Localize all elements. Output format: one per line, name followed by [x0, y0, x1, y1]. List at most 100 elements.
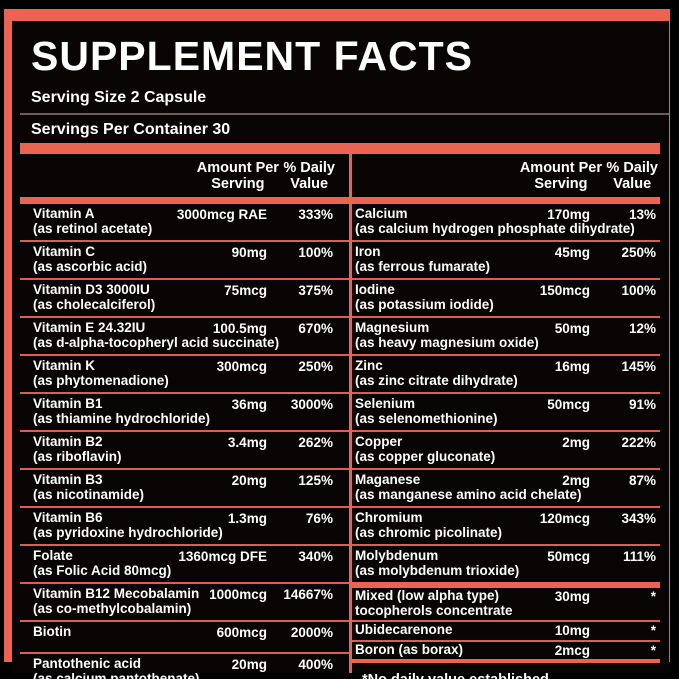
- daily-value-percent: 333%: [298, 207, 333, 222]
- table-row: 45mg 250% Iron (as ferrous fumarate): [351, 240, 660, 278]
- daily-value-percent: 100%: [298, 245, 333, 260]
- nutrient-source: (as chromic picolinate): [354, 524, 502, 540]
- amount-value: 20mg: [231, 657, 267, 672]
- daily-value-percent: 400%: [298, 657, 333, 672]
- table-row: 600mcg 2000% Biotin: [20, 620, 349, 652]
- amount-value: 20mg: [231, 473, 267, 488]
- table-row: 90mg 100% Vitamin C (as ascorbic acid): [20, 240, 349, 278]
- nutrient-name: Copper: [354, 434, 403, 449]
- nutrient-name: Vitamin B3: [33, 472, 103, 487]
- nutrient-name: Vitamin B2: [33, 434, 103, 449]
- daily-value-header: % Daily Value: [606, 160, 658, 192]
- daily-value-percent: 91%: [628, 397, 656, 412]
- nutrient-name: Biotin: [33, 624, 72, 639]
- amount-value: 170mg: [547, 207, 590, 222]
- nutrient-name: Mixed (low alpha type): [354, 588, 499, 603]
- header-line: Amount Per: [196, 160, 279, 176]
- daily-value-percent: 111%: [622, 549, 656, 564]
- nutrient-source: (as potassium iodide): [354, 296, 494, 312]
- amount-value: 100.5mg: [212, 321, 267, 336]
- table-row: 100.5mg 670% Vitamin E 24.32IU (as d-alp…: [20, 316, 349, 354]
- amount-value: 50mcg: [547, 397, 590, 412]
- nutrient-name: Calcium: [354, 206, 408, 221]
- table-row: 3.4mg 262% Vitamin B2 (as riboflavin): [20, 430, 349, 468]
- table-row: 36mg 3000% Vitamin B1 (as thiamine hydro…: [20, 392, 349, 430]
- left-column: Amount Per Serving % Daily Value 3000mcg…: [20, 154, 349, 679]
- nutrient-name: Zinc: [354, 358, 383, 373]
- daily-value-percent: 145%: [621, 359, 656, 374]
- amount-value: 1000mcg: [209, 587, 267, 602]
- amount-per-serving-header: Amount Per Serving: [520, 160, 602, 192]
- label-panel: SUPPLEMENT FACTS Serving Size 2 Capsule …: [12, 21, 669, 679]
- amount-value: 2mg: [562, 473, 590, 488]
- table-row: 150mcg 100% Iodine (as potassium iodide): [351, 278, 660, 316]
- footnote: *No daily value established: [362, 672, 660, 679]
- right-rows: 170mg 13% Calcium (as calcium hydrogen p…: [351, 204, 660, 582]
- nutrient-source: (as riboflavin): [33, 448, 122, 464]
- daily-value-percent: 343%: [621, 511, 656, 526]
- amount-value: 36mg: [231, 397, 267, 412]
- nutrient-source: (as retinol acetate): [33, 220, 153, 236]
- nutrient-source: (as ferrous fumarate): [354, 258, 490, 274]
- amount-value: 2mg: [562, 435, 590, 450]
- daily-value-percent: 340%: [298, 549, 333, 564]
- nutrient-name-line2: tocopherols concentrate: [354, 602, 513, 618]
- nutrient-source: (as ascorbic acid): [33, 258, 148, 274]
- amount-per-serving-header: Amount Per Serving: [197, 160, 279, 192]
- daily-value-percent: 14667%: [283, 587, 333, 602]
- amount-value: 50mcg: [547, 549, 590, 564]
- daily-value-percent: 12%: [628, 321, 656, 336]
- daily-value-percent: 100%: [621, 283, 656, 298]
- nutrient-name: Magnesium: [354, 320, 430, 335]
- table-row: 2mg 222% Copper (as copper gluconate): [351, 430, 660, 468]
- nutrient-source: (as calcium pantothenate): [33, 670, 200, 679]
- daily-value-percent: 250%: [298, 359, 333, 374]
- daily-value-asterisk: *: [650, 589, 656, 604]
- nutrient-name: Vitamin C: [33, 244, 96, 259]
- nutrient-source: (as pyridoxine hydrochloride): [33, 524, 223, 540]
- table-row: 20mg 125% Vitamin B3 (as nicotinamide): [20, 468, 349, 506]
- amount-value: 600mcg: [216, 625, 267, 640]
- table-row: 50mg 12% Magnesium (as heavy magnesium o…: [351, 316, 660, 354]
- table-row: 120mcg 343% Chromium (as chromic picolin…: [351, 506, 660, 544]
- table-row: 75mcg 375% Vitamin D3 3000IU (as choleca…: [20, 278, 349, 316]
- nutrient-source: (as heavy magnesium oxide): [354, 334, 539, 350]
- nutrient-name: Boron (as borax): [354, 641, 463, 657]
- nutrient-name: Vitamin D3 3000IU: [33, 282, 150, 297]
- nutrient-source: (as calcium hydrogen phosphate dihydrate…: [354, 220, 635, 236]
- table-row: 170mg 13% Calcium (as calcium hydrogen p…: [352, 204, 660, 240]
- no-dv-rows: 30mg * Mixed (low alpha type) tocopherol…: [351, 588, 660, 659]
- nutrient-name: Selenium: [354, 396, 415, 411]
- table-row: 50mcg 91% Selenium (as selenomethionine): [351, 392, 660, 430]
- amount-value: 300mcg: [216, 359, 267, 374]
- daily-value-percent: 670%: [298, 321, 333, 336]
- table-row: 1360mcg DFE 340% Folate (as Folic Acid 8…: [20, 544, 349, 582]
- nutrient-name: Maganese: [354, 472, 421, 487]
- amount-value: 16mg: [554, 359, 590, 374]
- table-top-bar: [20, 143, 660, 154]
- amount-value: 50mg: [554, 321, 590, 336]
- amount-value: 1360mcg DFE: [178, 549, 267, 564]
- table-row: 1.3mg 76% Vitamin B6 (as pyridoxine hydr…: [20, 506, 349, 544]
- right-column: Amount Per Serving % Daily Value 170mg: [351, 154, 660, 679]
- amount-value: 10mg: [554, 623, 590, 638]
- servings-per-container-text: Servings Per Container 30: [31, 121, 231, 138]
- nutrient-name: Vitamin A: [33, 206, 95, 221]
- nutrient-name: Molybdenum: [354, 548, 439, 563]
- table-row: 20mg 400% Pantothenic acid (as calcium p…: [20, 652, 349, 679]
- nutrient-source: (as d-alpha-tocopheryl acid succinate): [33, 334, 280, 350]
- page-title: SUPPLEMENT FACTS: [31, 33, 473, 79]
- table-row: 10mg * Ubidecarenone: [351, 620, 660, 640]
- amount-value: 120mcg: [539, 511, 590, 526]
- nutrient-name: Vitamin E 24.32IU: [33, 320, 146, 335]
- table-row: 3000mcg RAE 333% Vitamin A (as retinol a…: [20, 204, 349, 240]
- left-rows: 3000mcg RAE 333% Vitamin A (as retinol a…: [20, 204, 349, 679]
- divider-line: [20, 113, 669, 115]
- header-line: Serving: [534, 176, 588, 192]
- daily-value-header: % Daily Value: [283, 160, 335, 192]
- amount-value: 2mcg: [554, 642, 590, 658]
- table-row: 16mg 145% Zinc (as zinc citrate dihydrat…: [351, 354, 660, 392]
- nutrient-source: (as selenomethionine): [354, 410, 498, 426]
- nutrient-name: Vitamin B6: [33, 510, 103, 525]
- footnote-separator-bar: [351, 659, 660, 663]
